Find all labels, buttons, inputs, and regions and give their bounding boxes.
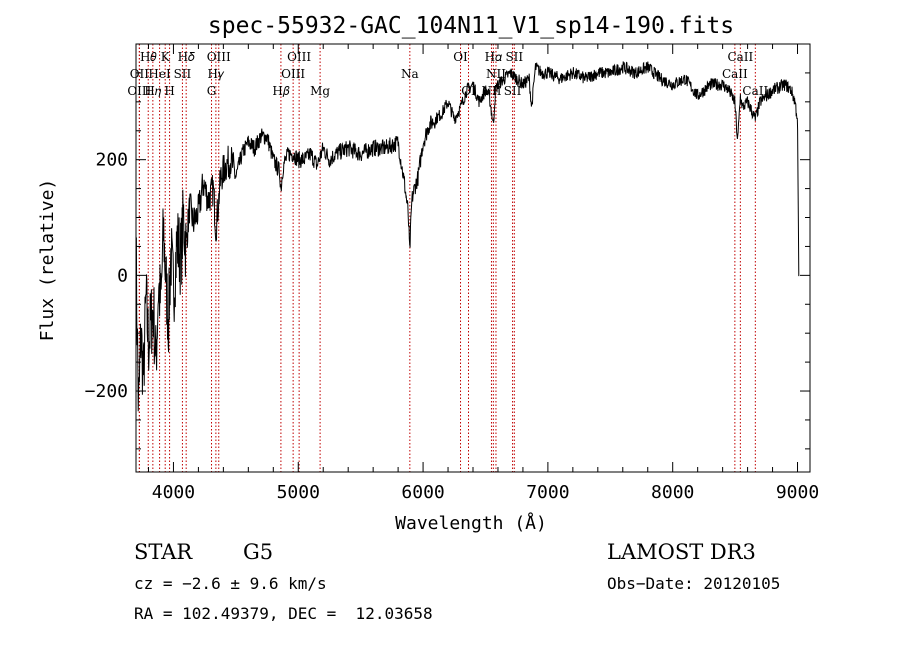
plot-area: 4000 5000 6000 7000 8000 9000 −200 0 200 H𝜃 K H𝛿 OII… — [85, 43, 819, 503]
line-label: OIII — [207, 50, 231, 64]
object-class: STAR — [134, 540, 193, 564]
line-label: CaII — [742, 84, 768, 98]
line-label: SII — [505, 50, 523, 64]
line-label: NII — [481, 84, 501, 98]
y-tick-label: 200 — [95, 150, 128, 171]
x-tick-label: 8000 — [651, 482, 694, 503]
spectrum-flux-line — [135, 61, 800, 412]
line-label: Na — [401, 67, 419, 81]
y-axis-label: Flux (relative) — [37, 179, 58, 342]
x-tick-label: 9000 — [776, 482, 819, 503]
y-tick-label: 0 — [117, 265, 128, 286]
line-label: OI — [461, 84, 476, 98]
x-axis-label: Wavelength (Å) — [395, 512, 547, 534]
line-label: OIII — [127, 84, 151, 98]
line-label: H𝜂 — [144, 84, 161, 98]
line-label: H — [164, 84, 174, 98]
plot-frame — [135, 43, 811, 473]
chart-title: spec-55932-GAC_104N11_V1_sp14-190.fits — [208, 13, 734, 39]
observation-date: Obs−Date: 20120105 — [607, 574, 781, 593]
redshift-velocity: cz = −2.6 ± 9.6 km/s — [134, 574, 327, 593]
line-label: H𝜃 — [140, 50, 157, 64]
sky-coordinates: RA = 102.49379, DEC = 12.03658 — [134, 604, 433, 623]
line-label: G — [207, 84, 217, 98]
object-subclass: G5 — [243, 540, 274, 564]
survey-name: LAMOST DR3 — [607, 540, 756, 564]
line-label: OII — [130, 67, 150, 81]
x-tick-label: 7000 — [526, 482, 569, 503]
line-label: CaII — [722, 67, 748, 81]
line-label: NII — [486, 67, 506, 81]
line-label: H𝛾 — [208, 67, 225, 81]
x-tick-label: 5000 — [277, 482, 320, 503]
x-tick-label: 6000 — [401, 482, 444, 503]
line-label: OIII — [281, 67, 305, 81]
line-label: HeI — [148, 67, 171, 81]
line-label: OIII — [287, 50, 311, 64]
line-label: OI — [453, 50, 468, 64]
line-label: Mg — [310, 84, 330, 98]
line-label: H𝛽 — [272, 84, 289, 98]
line-label: SII — [504, 84, 522, 98]
line-label: H𝛼 — [485, 50, 502, 64]
line-label: K — [161, 50, 171, 64]
line-label: SII — [174, 67, 192, 81]
line-label: CaII — [727, 50, 753, 64]
y-tick-label: −200 — [85, 381, 128, 402]
line-label: H𝛿 — [178, 50, 195, 64]
x-tick-label: 4000 — [152, 482, 195, 503]
